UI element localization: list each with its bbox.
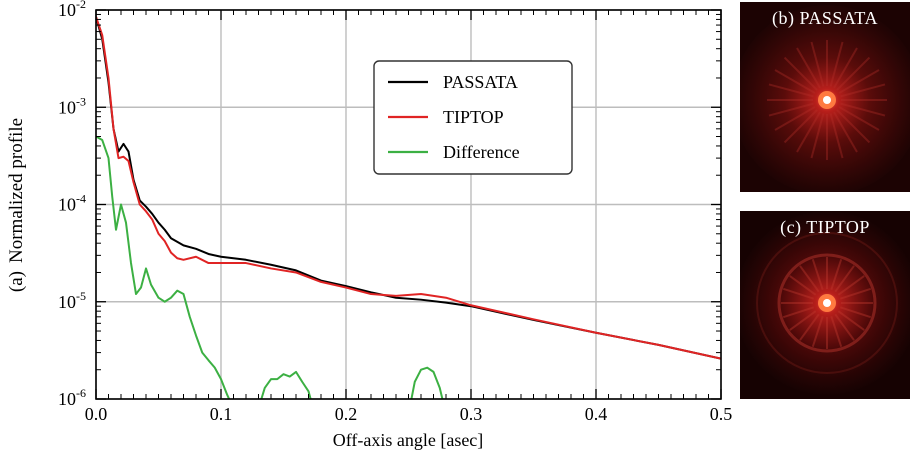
inset-label-b: (b) PASSATA xyxy=(772,8,878,28)
x-axis-label: Off-axis angle [asec] xyxy=(333,430,484,450)
series-lines xyxy=(96,16,721,399)
legend-label-difference: Difference xyxy=(443,142,520,162)
y-tick-label: 10-4 xyxy=(58,192,86,215)
x-tick-label: 0.2 xyxy=(335,404,358,424)
svg-text:(a)Normalized profile: (a) Normalized profile xyxy=(6,118,27,292)
psf-image-passata xyxy=(740,2,910,192)
inset-tiptop: (c) TIPTOP xyxy=(740,211,910,399)
x-tick-label: 0.1 xyxy=(210,404,233,424)
inset-label-c: (c) TIPTOP xyxy=(780,217,870,237)
y-axis-label: (a) Normalized profile xyxy=(6,118,27,292)
y-tick-label: 10-2 xyxy=(58,0,86,20)
inset-passata: (b) PASSATA xyxy=(740,2,910,192)
psf-image-tiptop xyxy=(740,211,910,399)
legend-label-passata: PASSATA xyxy=(443,72,518,92)
legend: PASSATA TIPTOP Difference xyxy=(373,60,573,175)
y-tick-label: 10-6 xyxy=(58,386,86,409)
y-axis-title: Normalized profile xyxy=(6,118,27,263)
y-tick-label: 10-5 xyxy=(58,289,86,312)
legend-box xyxy=(373,60,573,175)
x-tick-label: 0.4 xyxy=(585,404,608,424)
x-tick-label: 0.5 xyxy=(710,404,733,424)
x-tick-label: 0.0 xyxy=(85,404,108,424)
axis-ticks xyxy=(95,9,722,400)
series-line-tiptop xyxy=(96,16,721,360)
y-tick-labels: 10-2 10-3 10-4 10-5 10-6 xyxy=(58,0,86,409)
legend-label-tiptop: TIPTOP xyxy=(443,107,504,127)
panel-label-a: (a) xyxy=(6,271,27,292)
series-line-difference xyxy=(96,135,444,399)
x-tick-labels: 0.0 0.1 0.2 0.3 0.4 0.5 xyxy=(85,404,733,424)
x-tick-label: 0.3 xyxy=(460,404,483,424)
y-tick-label: 10-3 xyxy=(58,94,86,117)
series-line-passata xyxy=(96,16,721,360)
